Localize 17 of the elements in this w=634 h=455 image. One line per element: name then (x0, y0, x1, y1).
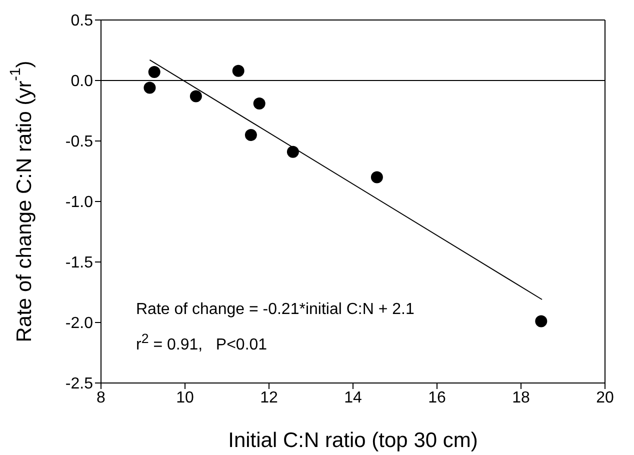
y-tick-label: -1.0 (65, 194, 94, 212)
x-axis-title: Initial C:N ratio (top 30 cm) (228, 429, 478, 452)
x-tick-label: 12 (260, 389, 278, 406)
annotation: Rate of change = -0.21*initial C:N + 2.1 (136, 301, 414, 319)
y-tick-label: -2.0 (65, 315, 94, 332)
x-tick-label: 10 (176, 389, 194, 406)
x-tick-label: 14 (344, 389, 362, 406)
x-tick-label: 18 (512, 389, 530, 406)
x-tick-label: 16 (428, 389, 446, 406)
annotation: r$^{2}$ = 0.91, P<0.01 (136, 331, 268, 354)
x-tick-label: 20 (596, 389, 614, 406)
x-tick-label: 8 (96, 389, 106, 406)
y-tick-label: -1.5 (65, 254, 94, 272)
y-tick-label: -0.5 (65, 134, 94, 151)
y-tick-label: -2.5 (65, 376, 94, 393)
y-tick-label: 0.0 (70, 73, 94, 90)
y-tick-label: 0.5 (70, 12, 94, 30)
